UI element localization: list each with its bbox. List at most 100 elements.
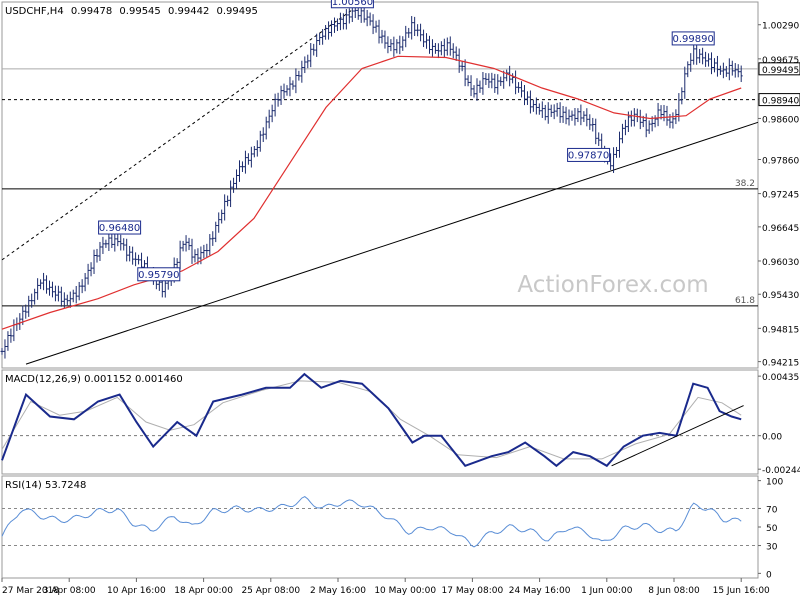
price-bar: [389, 39, 393, 52]
price-tick-label: 0.97860: [762, 156, 799, 166]
price-bar: [585, 108, 589, 127]
price-tick-label: 0.96030: [762, 258, 799, 268]
macd-indicator: 0.004351 0.00 -0.002448: [1, 372, 800, 476]
price-bar: [89, 262, 93, 277]
price-bar: [656, 102, 660, 127]
time-tick-label: 10 Apr 16:00: [107, 586, 166, 596]
price-bar: [211, 231, 215, 246]
price-bar: [374, 20, 378, 33]
price-bar: [365, 9, 369, 27]
price-bar: [594, 118, 598, 145]
price-bar: [312, 43, 316, 56]
price-bar: [294, 68, 298, 94]
price-bar: [98, 241, 102, 261]
moving-average-line: [1, 55, 742, 330]
price-bar: [116, 234, 120, 247]
price-bar: [324, 25, 328, 40]
price-bar: [472, 85, 476, 98]
price-bar: [306, 54, 310, 69]
price-bar: [214, 221, 218, 243]
price-bar: [193, 249, 197, 263]
price-bar: [297, 70, 301, 81]
price-bar: [686, 61, 690, 78]
price-bar: [62, 292, 66, 309]
price-bar: [377, 19, 381, 44]
price-bar: [217, 212, 221, 233]
price-callout-1: 0.96480: [98, 220, 142, 235]
price-bar: [710, 52, 714, 75]
price-bar: [466, 75, 470, 87]
time-tick-label: 1 Jun 00:00: [581, 586, 633, 596]
price-bar: [187, 237, 191, 251]
price-bar: [285, 85, 289, 96]
price-bar: [484, 73, 488, 85]
price-bar: [68, 291, 72, 308]
macd-label: MACD(12,26,9) 0.001152 0.001460: [5, 374, 183, 385]
price-callout-0: 1.00560: [330, 0, 374, 9]
callout-text: 1.00560: [332, 0, 373, 8]
time-tick-label: 17 May 08:00: [442, 586, 504, 596]
ohlc-high: 0.99545: [119, 6, 160, 17]
price-bar: [724, 66, 728, 77]
price-bar: [564, 106, 568, 125]
price-callout-3: 0.97870: [567, 147, 611, 162]
price-bar: [122, 238, 126, 251]
price-callout-2: 0.95790: [137, 267, 181, 282]
price-tick-label: 0.96645: [762, 224, 799, 234]
price-bar: [445, 37, 449, 56]
price-bar: [184, 235, 188, 252]
price-bar: [615, 146, 619, 158]
price-bar: [104, 239, 108, 248]
price-bar: [110, 234, 114, 249]
rsi-tick-label: 0: [766, 570, 772, 580]
price-bar: [617, 131, 621, 158]
price-bar: [56, 285, 60, 302]
price-bar: [223, 194, 227, 221]
price-bar: [92, 249, 96, 274]
price-bar: [701, 47, 705, 65]
price-bar: [338, 12, 342, 31]
rsi-tick-label: 100: [766, 478, 783, 488]
price-bar: [347, 8, 351, 24]
price-bar: [591, 117, 595, 132]
price-bar: [573, 108, 577, 126]
time-tick-label: 25 Apr 08:00: [241, 586, 300, 596]
price-bar: [698, 48, 702, 64]
ohlc-open: 0.99478: [71, 6, 112, 17]
price-bar: [246, 153, 250, 165]
time-tick-label: 10 May 00:00: [374, 586, 436, 596]
price-bar: [502, 70, 506, 89]
fib-level-label-0: 38.2: [735, 179, 755, 189]
price-bar: [264, 116, 268, 140]
symbol-header: USDCHF,H4 0.99478 0.99545 0.99442 0.9949…: [5, 6, 258, 17]
price-bar: [0, 348, 4, 355]
price-bar: [235, 169, 239, 190]
rsi-tick-label: 70: [766, 505, 778, 515]
price-bar: [570, 110, 574, 121]
trendlines: [1, 9, 759, 365]
ohlc-low: 0.99442: [168, 6, 209, 17]
price-tick-label: 0.94215: [762, 359, 799, 369]
price-bar: [680, 87, 684, 105]
time-tick-label: 8 Jun 08:00: [648, 586, 700, 596]
price-bar: [552, 104, 556, 120]
price-bar: [261, 127, 265, 143]
price-bar: [395, 39, 399, 54]
price-tick-label: 0.95430: [762, 291, 799, 301]
price-bar: [481, 71, 485, 95]
price-bar: [303, 56, 307, 74]
price-bar: [487, 73, 491, 89]
price-bar: [401, 36, 405, 51]
rsi-line: [1, 496, 742, 548]
price-bar: [695, 41, 699, 65]
price-bar: [561, 105, 565, 123]
rsi-indicator: 100 70 50 30 0: [1, 478, 783, 580]
price-tick-label: 0.94815: [762, 325, 799, 335]
price-bar: [718, 65, 722, 75]
price-bar: [579, 104, 583, 126]
time-tick-label: 27 Mar 2018: [2, 586, 59, 596]
price-bar: [190, 238, 194, 264]
price-bar: [439, 41, 443, 56]
price-bar: [739, 65, 743, 83]
price-bar: [309, 43, 313, 68]
